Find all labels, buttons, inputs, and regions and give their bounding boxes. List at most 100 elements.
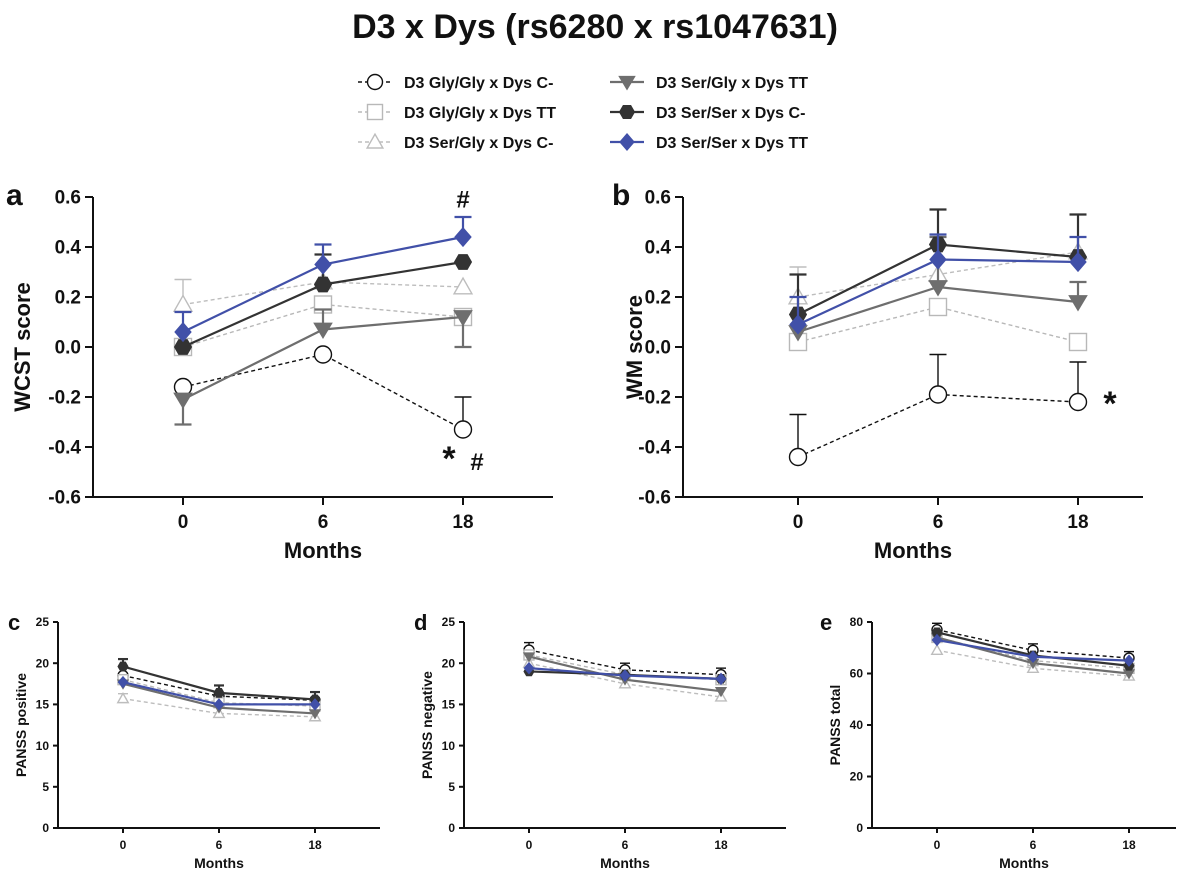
x-tick-label: 6	[1030, 838, 1037, 852]
x-tick-label: 0	[120, 838, 127, 852]
data-point	[173, 339, 193, 355]
data-point	[522, 652, 536, 663]
legend-label: D3 Gly/Gly x Dys C-	[404, 75, 553, 92]
y-axis-label: PANSS positive	[13, 673, 29, 777]
x-axis-label: Months	[284, 538, 362, 563]
series-line	[797, 393, 1079, 458]
data-point	[309, 698, 321, 711]
data-point	[313, 345, 333, 364]
x-axis-label: Months	[874, 538, 952, 563]
series-line	[122, 697, 316, 718]
y-tick-label: 25	[36, 615, 50, 629]
data-point	[453, 420, 473, 439]
data-point	[172, 294, 194, 312]
legend-item-d3-gly-gly-x-dys-tt: D3 Gly/Gly x Dys TT	[358, 103, 556, 122]
x-tick-label: 6	[933, 512, 944, 533]
panel-letter: d	[414, 610, 427, 635]
y-tick-label: 0.2	[55, 288, 81, 309]
y-tick-label: 20	[442, 656, 456, 670]
data-point	[174, 321, 192, 343]
x-tick-label: 0	[526, 838, 533, 852]
data-point	[1069, 251, 1087, 273]
series-d3-ser-gly-x-dys-c	[116, 691, 322, 722]
x-tick-label: 0	[178, 512, 189, 533]
series-line	[936, 649, 1130, 677]
series-line	[182, 353, 464, 431]
x-tick-label: 6	[216, 838, 223, 852]
data-point	[788, 447, 808, 467]
panel-b: b -0.6 -0.4 -0.2 0.0 0.2 0.4 0.6 0 6 18 Months WM sc…	[612, 179, 1143, 563]
y-tick-label: 40	[850, 718, 864, 732]
data-point	[929, 249, 947, 270]
x-tick-label: 6	[318, 512, 329, 533]
y-axis-label: WM score	[622, 295, 647, 399]
data-point	[213, 698, 225, 711]
panel-letter: e	[820, 610, 832, 635]
series-d3-ser-ser-x-dys-c	[117, 657, 321, 705]
x-tick-label: 18	[714, 838, 728, 852]
series-d3-ser-ser-x-dys-tt	[523, 661, 727, 686]
y-tick-label: 0.2	[645, 288, 671, 309]
series-d3-ser-ser-x-dys-c	[173, 253, 473, 355]
chart-panels: a -0.6 -0.4 -0.2 0.0 0.2 0.4 0.6 0 6 18 Months WCST …	[6, 179, 1176, 871]
y-tick-label: 5	[448, 780, 455, 794]
legend-item-d3-ser-gly-x-dys-tt: D3 Ser/Gly x Dys TT	[610, 75, 808, 92]
annotation-label: #	[456, 187, 469, 214]
x-tick-label: 0	[934, 838, 941, 852]
y-tick-label: 0	[448, 821, 455, 835]
legend: D3 Gly/Gly x Dys C- D3 Gly/Gly x Dys TT D3…	[358, 73, 808, 152]
data-point	[117, 661, 129, 672]
series-d3-ser-ser-x-dys-tt	[117, 675, 321, 711]
legend-label: D3 Ser/Ser x Dys C-	[656, 105, 805, 122]
legend-marker-d3-ser-ser-x-dys-tt	[619, 132, 635, 152]
x-tick-label: 18	[1067, 512, 1088, 533]
annotation-label: *	[442, 440, 456, 478]
legend-label: D3 Ser/Gly x Dys TT	[656, 75, 808, 92]
data-point	[928, 297, 948, 317]
y-tick-label: 0.0	[55, 338, 81, 359]
y-tick-label: 0.4	[55, 238, 82, 259]
y-tick-label: 60	[850, 667, 864, 681]
legend-item-d3-ser-ser-x-dys-tt: D3 Ser/Ser x Dys TT	[610, 132, 808, 152]
y-tick-label: 10	[442, 739, 456, 753]
legend-item-d3-ser-ser-x-dys-c: D3 Ser/Ser x Dys C-	[610, 105, 805, 122]
legend-label: D3 Ser/Gly x Dys C-	[404, 135, 553, 152]
x-tick-label: 18	[1122, 838, 1136, 852]
data-point	[619, 669, 631, 682]
data-point	[928, 280, 948, 297]
data-point	[313, 276, 333, 293]
data-point	[714, 686, 728, 698]
panel-letter: a	[6, 179, 23, 212]
series-d3-ser-ser-x-dys-tt	[931, 633, 1135, 667]
figure-title: D3 x Dys (rs6280 x rs1047631)	[352, 8, 838, 46]
y-tick-label: 0.6	[645, 188, 671, 209]
y-tick-label: -0.2	[48, 388, 81, 409]
legend-marker-d3-ser-gly-x-dys-c	[365, 132, 385, 149]
legend-item-d3-gly-gly-x-dys-c: D3 Gly/Gly x Dys C-	[358, 73, 553, 92]
data-point	[213, 688, 225, 698]
x-tick-label: 18	[308, 838, 322, 852]
data-point	[314, 254, 332, 275]
series-d3-ser-ser-x-dys-tt	[789, 233, 1087, 335]
y-axis-label: PANSS total	[827, 685, 843, 766]
annotation-label: #	[470, 449, 483, 476]
x-tick-label: 6	[622, 838, 629, 852]
y-tick-label: 25	[442, 615, 456, 629]
data-point	[453, 310, 473, 327]
data-point	[117, 675, 129, 689]
panel-letter: b	[612, 179, 630, 212]
x-tick-label: 0	[793, 512, 804, 533]
y-axis-label: PANSS negative	[419, 671, 435, 779]
y-tick-label: 20	[36, 656, 50, 670]
data-point	[930, 643, 944, 656]
series-line	[182, 303, 464, 348]
y-tick-label: 15	[442, 698, 456, 712]
legend-label: D3 Ser/Ser x Dys TT	[656, 135, 808, 152]
data-point	[453, 254, 473, 270]
series-d3-gly-gly-x-dys-c	[173, 345, 473, 439]
data-point	[1068, 392, 1088, 412]
y-tick-label: -0.6	[638, 488, 671, 509]
y-tick-label: -0.6	[48, 488, 81, 509]
data-point	[1068, 295, 1088, 312]
data-point	[452, 276, 474, 295]
